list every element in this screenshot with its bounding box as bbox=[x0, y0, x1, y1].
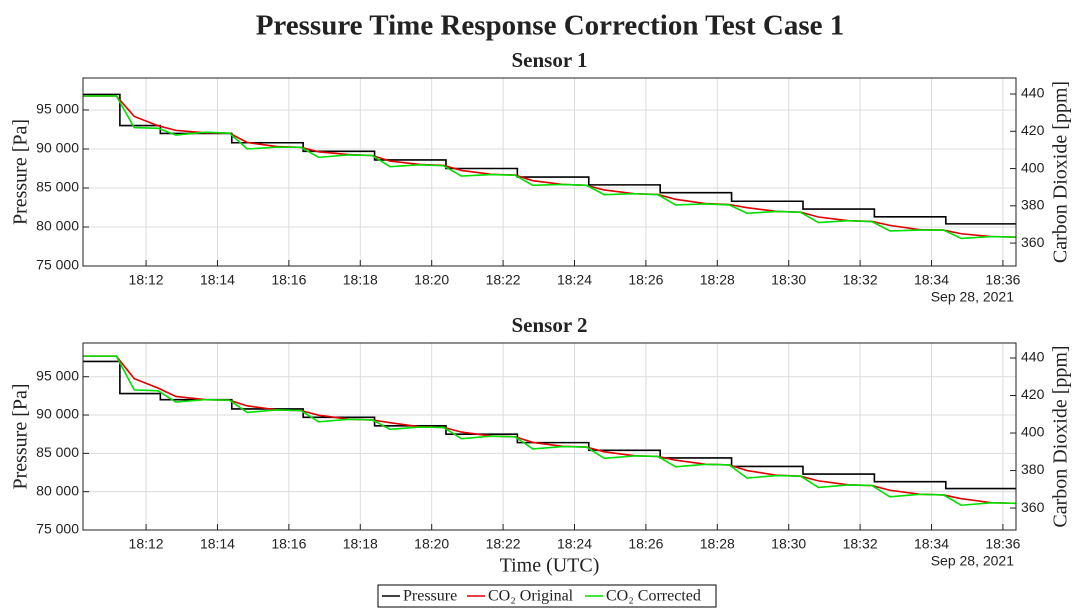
y2-tick-label: 420 bbox=[1021, 122, 1045, 138]
y-tick-label: 90 000 bbox=[36, 140, 79, 156]
x-tick-label: 18:34 bbox=[914, 272, 949, 288]
x-tick-label: 18:12 bbox=[129, 272, 164, 288]
y-tick-label: 75 000 bbox=[36, 521, 79, 537]
x-tick-label: 18:22 bbox=[486, 272, 521, 288]
legend-label: Pressure bbox=[403, 588, 457, 605]
y-axis-label: Pressure [Pa] bbox=[10, 119, 32, 225]
x-tick-label: 18:12 bbox=[129, 536, 164, 552]
y2-tick-label: 400 bbox=[1021, 424, 1045, 440]
x-tick-label: 18:16 bbox=[271, 272, 306, 288]
x-tick-label: 18:18 bbox=[343, 536, 378, 552]
y2-tick-label: 360 bbox=[1021, 234, 1045, 250]
x-tick-label: 18:24 bbox=[557, 536, 592, 552]
legend-label: CO₂ Original bbox=[488, 588, 574, 605]
x-tick-label: 18:36 bbox=[985, 272, 1020, 288]
plot-frame bbox=[82, 342, 1017, 531]
x-tick-label: 18:30 bbox=[771, 536, 806, 552]
x-axis-label: Time (UTC) bbox=[500, 555, 600, 577]
plot-area bbox=[83, 78, 1016, 266]
x-tick-label: 18:18 bbox=[343, 272, 378, 288]
subplot-title: Sensor 2 bbox=[511, 313, 587, 337]
x-tick-label: 18:34 bbox=[914, 536, 949, 552]
y2-axis-label: Carbon Dioxide [ppm] bbox=[1050, 81, 1072, 263]
subplot-title: Sensor 1 bbox=[511, 48, 587, 72]
x-tick-label: 18:36 bbox=[985, 536, 1020, 552]
y2-tick-label: 420 bbox=[1021, 386, 1045, 402]
y2-tick-label: 380 bbox=[1021, 461, 1045, 477]
y2-tick-label: 360 bbox=[1021, 499, 1045, 515]
date-annotation: Sep 28, 2021 bbox=[931, 289, 1015, 305]
data-line bbox=[83, 95, 1017, 240]
y-tick-label: 95 000 bbox=[36, 367, 79, 383]
legend bbox=[377, 584, 717, 608]
x-tick-label: 18:14 bbox=[200, 536, 235, 552]
y2-tick-label: 440 bbox=[1021, 85, 1045, 101]
y2-axis-label: Carbon Dioxide [ppm] bbox=[1050, 345, 1072, 527]
y-tick-label: 85 000 bbox=[36, 179, 79, 195]
y-tick-label: 90 000 bbox=[36, 406, 79, 422]
x-tick-label: 18:20 bbox=[414, 272, 449, 288]
x-tick-label: 18:24 bbox=[557, 272, 592, 288]
legend-label: CO₂ Corrected bbox=[606, 588, 701, 605]
y2-tick-label: 440 bbox=[1021, 349, 1045, 365]
x-tick-label: 18:30 bbox=[771, 272, 806, 288]
y-tick-label: 80 000 bbox=[36, 482, 79, 498]
y2-tick-label: 380 bbox=[1021, 197, 1045, 213]
y-tick-label: 85 000 bbox=[36, 444, 79, 460]
data-line bbox=[83, 355, 1017, 507]
y-axis-label: Pressure [Pa] bbox=[10, 383, 32, 489]
x-tick-label: 18:28 bbox=[700, 272, 735, 288]
x-tick-label: 18:32 bbox=[843, 536, 878, 552]
x-tick-label: 18:26 bbox=[628, 536, 663, 552]
y-tick-label: 80 000 bbox=[36, 218, 79, 234]
x-tick-label: 18:16 bbox=[271, 536, 306, 552]
x-tick-label: 18:32 bbox=[843, 272, 878, 288]
plot-area bbox=[83, 343, 1016, 530]
figure-title: Pressure Time Response Correction Test C… bbox=[256, 10, 845, 42]
x-tick-label: 18:26 bbox=[628, 272, 663, 288]
y-tick-label: 75 000 bbox=[36, 257, 79, 273]
date-annotation: Sep 28, 2021 bbox=[931, 553, 1015, 569]
y2-tick-label: 400 bbox=[1021, 159, 1045, 175]
x-tick-label: 18:20 bbox=[414, 536, 449, 552]
x-tick-label: 18:28 bbox=[700, 536, 735, 552]
plot-frame bbox=[82, 77, 1017, 267]
x-tick-label: 18:22 bbox=[486, 536, 521, 552]
y-tick-label: 95 000 bbox=[36, 101, 79, 117]
x-tick-label: 18:14 bbox=[200, 272, 235, 288]
